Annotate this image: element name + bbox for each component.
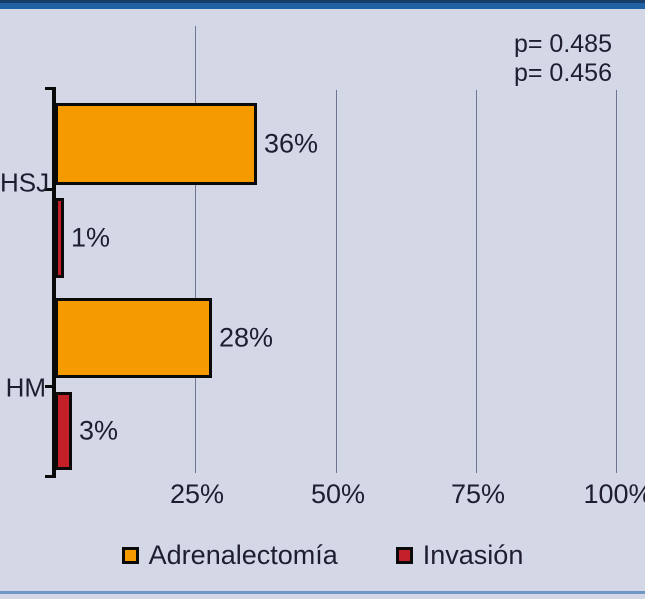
p-value-line-1: p= 0.485	[513, 30, 612, 58]
y-axis-tick	[45, 188, 53, 191]
value-label-adrenalectomia-hsj: 36%	[264, 128, 319, 159]
bar-adrenalectomia-hm	[55, 298, 212, 378]
y-axis-tick	[45, 475, 53, 478]
x-tick-label-25%: 25%	[169, 479, 225, 509]
legend-item-invasion: Invasión	[395, 540, 524, 571]
category-label-hsj: HSJ	[0, 167, 50, 198]
legend-label-adrenalectomia: Adrenalectomía	[148, 540, 338, 570]
y-axis-tick	[45, 385, 53, 388]
value-label-invasion-hm: 3%	[79, 415, 119, 446]
bar-invasion-hsj	[55, 198, 64, 278]
legend-item-adrenalectomia: Adrenalectomía	[121, 540, 338, 571]
y-axis-tick	[45, 87, 53, 90]
gridline-25%	[195, 26, 196, 473]
gridline-75%	[476, 90, 477, 473]
bar-adrenalectomia-hsj	[55, 103, 257, 185]
bar-invasion-hm	[55, 392, 72, 470]
top-border-band	[0, 0, 645, 9]
p-value-line-2: p= 0.456	[513, 59, 612, 87]
legend-label-invasion: Invasión	[422, 540, 524, 570]
legend-swatch-adrenalectomia-icon	[121, 547, 139, 564]
gridline-100%	[616, 90, 617, 473]
x-tick-label-50%: 50%	[310, 479, 366, 509]
legend-swatch-invasion-icon	[395, 547, 413, 564]
x-tick-label-75%: 75%	[450, 479, 506, 509]
value-label-adrenalectomia-hm: 28%	[219, 322, 274, 353]
legend: Adrenalectomía Invasión	[0, 540, 645, 571]
category-label-hm: HM	[5, 372, 46, 403]
bottom-border-line	[0, 591, 645, 594]
x-tick-label-100%: 100%	[583, 479, 645, 509]
value-label-invasion-hsj: 1%	[71, 222, 111, 253]
p-value-annotations: p= 0.485 p= 0.456	[514, 30, 612, 88]
y-axis-line	[52, 87, 56, 478]
gridline-50%	[336, 90, 337, 473]
